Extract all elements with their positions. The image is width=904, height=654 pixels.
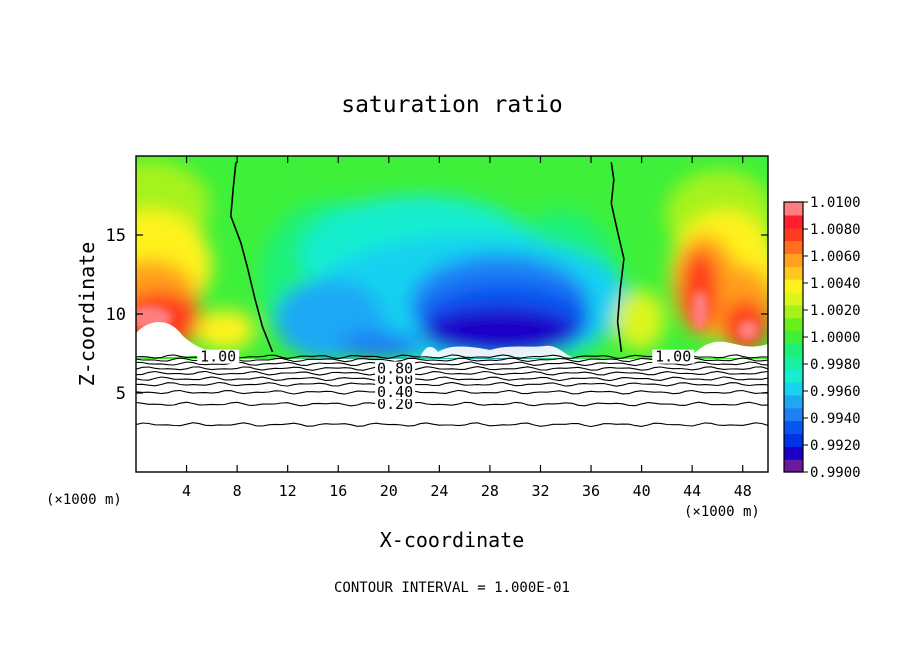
y-tick-label: 5	[116, 384, 126, 404]
boundary-line-left	[229, 162, 274, 353]
colorbar-tick-label: 1.0020	[810, 303, 861, 319]
colorbar-tick-label: 1.0060	[810, 249, 861, 265]
colorbar-swatch	[784, 459, 803, 473]
contour-label: 0.80	[377, 360, 413, 378]
contour-label-bg	[375, 385, 416, 400]
x-tick-label: 12	[279, 482, 297, 500]
x-axis-ticks: 4 8 12 16 20 24 28 32 36 40 44 48	[182, 156, 752, 500]
colorbar-swatch	[784, 407, 803, 422]
y-tick-label: 15	[106, 226, 126, 246]
x-tick-label: 28	[481, 482, 499, 500]
colorbar-tick-label: 0.9900	[810, 465, 861, 481]
contour-label-bg	[652, 349, 695, 364]
colorbar-swatch	[784, 227, 803, 242]
colorbar-swatch	[784, 420, 803, 435]
chart-title: saturation ratio	[341, 92, 563, 118]
boundary-line-right	[610, 162, 625, 353]
colorbar-swatch	[784, 356, 803, 370]
contour-line	[136, 401, 768, 407]
contour-labels: 0.200.400.600.801.00 1.00	[197, 348, 695, 413]
y-axis-label: Z-coordinate	[75, 242, 99, 387]
colorbar-swatch	[784, 369, 803, 383]
colorbar-swatch	[784, 304, 803, 319]
colorbar-tick-label: 1.0080	[810, 222, 861, 238]
contour-label: 1.00	[655, 348, 691, 366]
contour-line	[136, 376, 768, 382]
colorbar-tick-label: 1.0040	[810, 276, 861, 292]
saturation-boundary-lines	[229, 162, 625, 353]
colorbar-swatch	[784, 433, 803, 447]
x-axis-label: X-coordinate	[380, 528, 525, 552]
contour-label-bg	[375, 397, 416, 412]
contour-label: 1.00	[200, 348, 236, 366]
contour-label: 0.20	[377, 395, 413, 413]
x-tick-label: 8	[233, 482, 242, 500]
x-tick-label: 24	[430, 482, 448, 500]
colorbar-swatch	[784, 240, 803, 255]
colorbar-swatch	[784, 253, 803, 267]
x-tick-label: 32	[531, 482, 549, 500]
y-axis-ticks: 5 10 15	[106, 226, 768, 404]
colorbar-tick-label: 0.9980	[810, 357, 861, 373]
colorbar-swatch	[784, 446, 803, 460]
colorbar-swatch	[784, 394, 803, 409]
colorbar-swatch	[784, 266, 803, 280]
colorbar-swatch	[784, 279, 803, 293]
colorbar: 1.0100 1.0080 1.0060 1.0040 1.0020 1.0000 0.99…	[783, 195, 861, 481]
plot-area: 0.200.400.600.801.00 1.00 4 8 12 16 20 24 28 32 3…	[106, 155, 769, 500]
contour-line	[136, 422, 768, 428]
filled-field	[136, 156, 768, 359]
y-tick-label: 10	[106, 305, 126, 325]
x-unit-left: (×1000 m)	[46, 492, 122, 508]
contour-line	[136, 389, 768, 395]
x-tick-label: 4	[182, 482, 191, 500]
contour-label-bg	[375, 361, 416, 376]
x-tick-label: 40	[633, 482, 651, 500]
x-unit-right: (×1000 m)	[684, 504, 760, 520]
contour-label-bg	[197, 349, 240, 364]
x-tick-label: 44	[683, 482, 701, 500]
contour-label: 0.40	[377, 383, 413, 401]
contour-line	[136, 361, 768, 367]
colorbar-tick-label: 1.0100	[810, 195, 861, 211]
x-tick-label: 36	[582, 482, 600, 500]
colorbar-swatch	[784, 202, 803, 216]
colorbar-tick-label: 0.9960	[810, 384, 861, 400]
colorbar-tick-label: 0.9920	[810, 438, 861, 454]
contour-line	[136, 366, 768, 371]
x-tick-label: 48	[734, 482, 752, 500]
contour-interval-note: CONTOUR INTERVAL = 1.000E-01	[334, 580, 570, 596]
colorbar-swatch	[784, 317, 803, 332]
colorbar-swatch	[784, 382, 803, 396]
colorbar-swatch	[784, 214, 803, 229]
colorbar-swatch	[784, 330, 803, 345]
colorbar-swatch	[784, 343, 803, 357]
x-tick-label: 16	[329, 482, 347, 500]
contour-line	[136, 370, 768, 376]
colorbar-tick-label: 0.9940	[810, 411, 861, 427]
colorbar-tick-label: 1.0000	[810, 330, 861, 346]
contour-line	[136, 381, 768, 387]
colorbar-swatch	[784, 292, 803, 306]
x-tick-label: 20	[380, 482, 398, 500]
